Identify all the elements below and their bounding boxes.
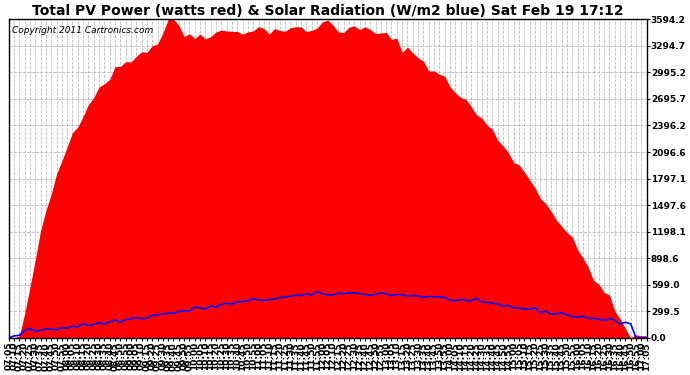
Text: Copyright 2011 Cartronics.com: Copyright 2011 Cartronics.com	[12, 26, 153, 35]
Title: Total PV Power (watts red) & Solar Radiation (W/m2 blue) Sat Feb 19 17:12: Total PV Power (watts red) & Solar Radia…	[32, 4, 624, 18]
